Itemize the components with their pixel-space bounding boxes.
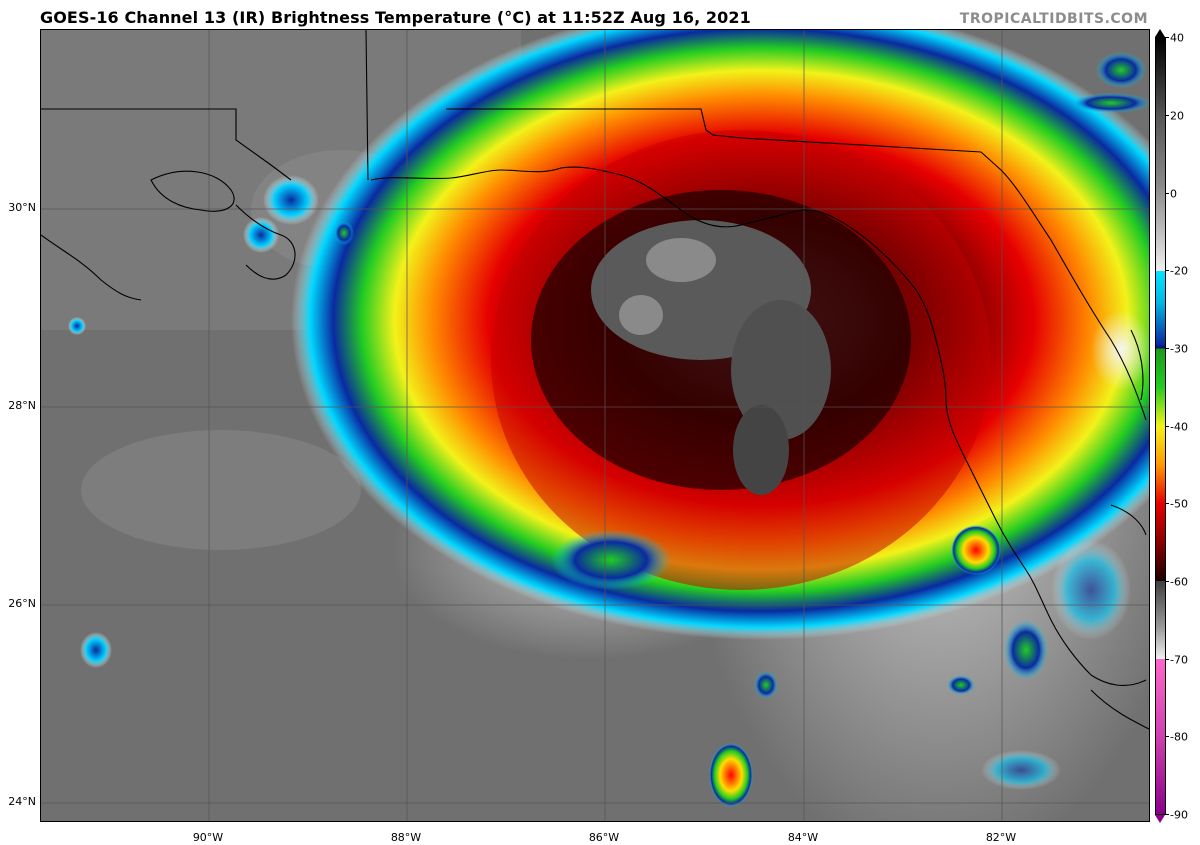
colorbar-tick: -30 xyxy=(1170,342,1188,356)
lon-label-86w: 86°W xyxy=(588,831,620,844)
lat-label-30n: 30°N xyxy=(8,201,36,214)
lat-label-26n: 26°N xyxy=(8,597,36,610)
colorbar-max-arrow xyxy=(1155,29,1165,37)
colorbar-tick: -50 xyxy=(1170,497,1188,511)
colorbar-tick: -80 xyxy=(1170,730,1188,744)
satellite-ir-map[interactable] xyxy=(40,29,1150,822)
lon-label-90w: 90°W xyxy=(192,831,224,844)
source-credit[interactable]: TROPICALTIDBITS.COM xyxy=(959,11,1148,27)
colorbar-tick: -20 xyxy=(1170,264,1188,278)
colorbar-tick: -40 xyxy=(1170,420,1188,434)
coastline-borders xyxy=(41,30,1149,730)
colorbar-min-arrow xyxy=(1155,815,1165,823)
convective-cell xyxy=(709,743,753,807)
colorbar-tick: -60 xyxy=(1170,575,1188,589)
colorbar-tick: 20 xyxy=(1170,109,1184,123)
colorbar-tick: 40 xyxy=(1170,31,1184,45)
lat-label-24n: 24°N xyxy=(8,795,36,808)
colorbar-tick: 0 xyxy=(1170,187,1177,201)
colorbar-tick: -90 xyxy=(1170,808,1188,822)
lon-label-84w: 84°W xyxy=(787,831,819,844)
lon-label-82w: 82°W xyxy=(985,831,1017,844)
colorbar-tick: -70 xyxy=(1170,653,1188,667)
lat-label-28n: 28°N xyxy=(8,399,36,412)
lon-label-88w: 88°W xyxy=(390,831,422,844)
temperature-colorbar xyxy=(1155,37,1166,815)
map-title: GOES-16 Channel 13 (IR) Brightness Tempe… xyxy=(40,8,751,27)
